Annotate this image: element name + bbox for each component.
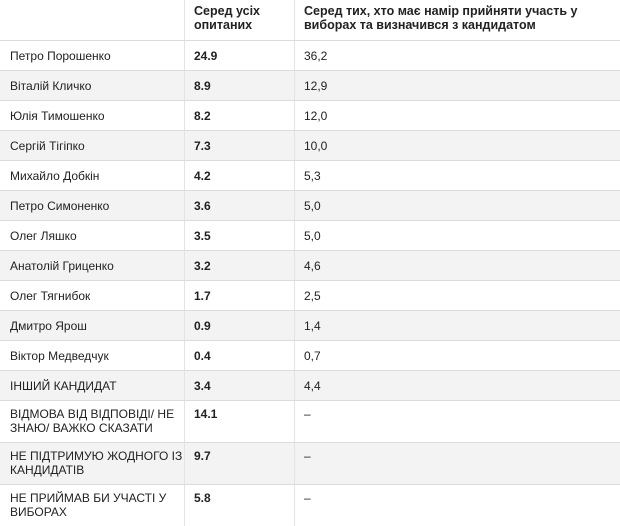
- value-all: 3.4: [185, 371, 295, 400]
- table-row: Олег Ляшко 3.5 5,0: [0, 220, 620, 250]
- candidate-name: НЕ ПІДТРИМУЮ ЖОДНОГО ІЗ КАНДИДАТІВ: [0, 443, 185, 484]
- header-decided-voters: Серед тих, хто має намір прийняти участь…: [304, 4, 578, 32]
- candidate-name: Михайло Добкін: [0, 161, 185, 190]
- value-all: 3.2: [185, 251, 295, 280]
- value-all: 9.7: [185, 443, 295, 484]
- value-voters: –: [304, 407, 311, 421]
- candidate-name: НЕ ПРИЙМАВ БИ УЧАСТІ У ВИБОРАХ: [0, 485, 185, 526]
- value-voters: 4,4: [304, 379, 321, 393]
- table-row: Юлія Тимошенко 8.2 12,0: [0, 100, 620, 130]
- value-all: 8.9: [185, 71, 295, 100]
- value-all: 0.4: [185, 341, 295, 370]
- value-all: 8.2: [185, 101, 295, 130]
- table-row: Дмитро Ярош 0.9 1,4: [0, 310, 620, 340]
- table-row: ІНШИЙ КАНДИДАТ 3.4 4,4: [0, 370, 620, 400]
- value-all: 1.7: [185, 281, 295, 310]
- value-all: 3.6: [185, 191, 295, 220]
- value-voters: –: [304, 491, 311, 505]
- candidate-name: ІНШИЙ КАНДИДАТ: [0, 371, 185, 400]
- header-all-respondents: Серед усіх опитаних: [185, 0, 295, 40]
- value-all: 5.8: [185, 485, 295, 526]
- candidate-name: Юлія Тимошенко: [0, 101, 185, 130]
- candidate-name: Петро Порошенко: [0, 41, 185, 70]
- value-voters: 12,0: [304, 109, 328, 123]
- value-voters: –: [304, 449, 311, 463]
- header-name: [0, 0, 185, 40]
- candidate-name: Сергій Тігіпко: [0, 131, 185, 160]
- value-voters: 4,6: [304, 259, 321, 273]
- table-header: Серед усіх опитаних Серед тих, хто має н…: [0, 0, 620, 40]
- value-voters: 2,5: [304, 289, 321, 303]
- candidate-name: Дмитро Ярош: [0, 311, 185, 340]
- value-all: 4.2: [185, 161, 295, 190]
- candidate-name: Віктор Медведчук: [0, 341, 185, 370]
- candidate-name: Віталій Кличко: [0, 71, 185, 100]
- value-voters: 5,0: [304, 229, 321, 243]
- value-voters: 5,0: [304, 199, 321, 213]
- value-voters: 1,4: [304, 319, 321, 333]
- table-row: Олег Тягнибок 1.7 2,5: [0, 280, 620, 310]
- table-row: Анатолій Гриценко 3.2 4,6: [0, 250, 620, 280]
- candidate-name: Петро Симоненко: [0, 191, 185, 220]
- value-voters: 12,9: [304, 79, 328, 93]
- value-all: 0.9: [185, 311, 295, 340]
- value-voters: 10,0: [304, 139, 328, 153]
- table-row: НЕ ПІДТРИМУЮ ЖОДНОГО ІЗ КАНДИДАТІВ 9.7 –: [0, 442, 620, 484]
- value-all: 14.1: [185, 401, 295, 442]
- value-voters: 36,2: [304, 49, 328, 63]
- table-row: Сергій Тігіпко 7.3 10,0: [0, 130, 620, 160]
- table-row: Петро Порошенко 24.9 36,2: [0, 40, 620, 70]
- table-row: Віктор Медведчук 0.4 0,7: [0, 340, 620, 370]
- candidate-name: ВІДМОВА ВІД ВІДПОВІДІ/ НЕ ЗНАЮ/ ВАЖКО СК…: [0, 401, 185, 442]
- candidate-name: Олег Тягнибок: [0, 281, 185, 310]
- value-all: 24.9: [185, 41, 295, 70]
- value-all: 7.3: [185, 131, 295, 160]
- table-row: Петро Симоненко 3.6 5,0: [0, 190, 620, 220]
- candidate-name: Олег Ляшко: [0, 221, 185, 250]
- value-voters: 0,7: [304, 349, 321, 363]
- candidate-name: Анатолій Гриценко: [0, 251, 185, 280]
- table-row: Михайло Добкін 4.2 5,3: [0, 160, 620, 190]
- table-row: Віталій Кличко 8.9 12,9: [0, 70, 620, 100]
- value-all: 3.5: [185, 221, 295, 250]
- table-row: НЕ ПРИЙМАВ БИ УЧАСТІ У ВИБОРАХ 5.8 –: [0, 484, 620, 526]
- table-row: ВІДМОВА ВІД ВІДПОВІДІ/ НЕ ЗНАЮ/ ВАЖКО СК…: [0, 400, 620, 442]
- value-voters: 5,3: [304, 169, 321, 183]
